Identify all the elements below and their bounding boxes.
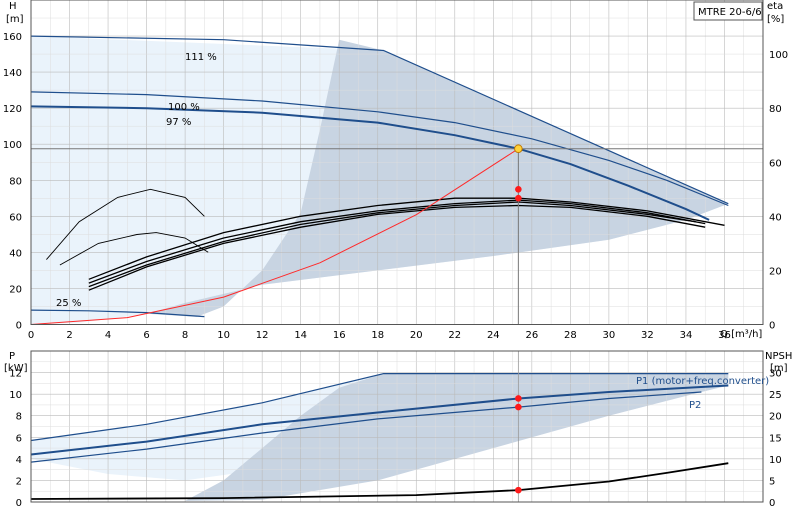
y-tick-label-4: 80 [9,176,22,187]
y-tick-label-2: 40 [9,248,22,259]
p-tick-label-6: 12 [9,369,22,380]
annotation-111: 111 % [185,52,217,63]
y-tick-label-3: 60 [9,212,22,223]
p-tick-label-4: 8 [16,412,22,423]
annotation-25: 25 % [56,298,81,309]
head-axes: 0 2 4 6 8 10 12 14 16 18 20 22 24 26 28 30 32 34 360204060… [3,0,788,341]
x-tick-label-10: 20 [410,330,423,341]
op-point-p1 [515,395,522,402]
head-grid [30,0,763,325]
x-tick-label-7: 14 [294,330,307,341]
y-tick-label-7: 140 [3,68,22,79]
x-tick-label-6: 12 [256,330,269,341]
power-plot-frame [30,350,764,503]
p-tick-label-0: 0 [16,498,22,509]
model-label-box [693,1,763,21]
eta-axis-label: eta [767,1,783,12]
x-tick-label-0: 0 [28,330,34,341]
npsh-tick-label-0: 0 [769,498,775,509]
model-label: MTRE 20-6/6 [698,7,762,18]
head-curve-3 [30,309,205,318]
head-series [30,35,763,325]
head-curve-1 [30,91,729,207]
x-tick-label-14: 28 [564,330,577,341]
eta-tick-label-0: 0 [769,321,775,332]
power-curve-1 [30,384,729,456]
npsh-tick-label-3: 15 [769,433,782,444]
head-curve-2 [30,105,710,221]
y-tick-label-0: 0 [16,321,22,332]
head-axis-unit: [m] [6,14,24,25]
flow-axis-name: Q [720,329,728,340]
system-curve [30,148,519,325]
flow-axis-unit: [m³/h] [731,329,762,340]
efficiency-curve-3 [88,204,706,291]
eta-tick-label-5: 100 [769,50,788,61]
x-tick-label-1: 2 [66,330,72,341]
efficiency-curve-0 [88,197,725,280]
x-tick-label-4: 8 [182,330,188,341]
p-tick-label-5: 10 [9,390,22,401]
eta-tick-label-1: 20 [769,266,782,277]
head-axis-label: H [9,1,17,12]
npsh-tick-label-2: 10 [769,455,782,466]
x-tick-label-11: 22 [448,330,461,341]
op-point-npsh [515,486,522,494]
npsh-tick-label-5: 25 [769,390,782,401]
x-tick-label-8: 16 [333,330,346,341]
op-point-p2 [515,403,522,411]
eta-tick-label-2: 40 [769,212,782,223]
power-curve-2 [30,391,702,463]
legend-p1: P1 (motor+freq.converter) [636,376,769,387]
p-tick-label-1: 2 [16,476,22,487]
eta-axis-unit: [%] [767,14,784,25]
dark-region [146,39,729,317]
op-point-eta-2 [515,194,522,202]
x-tick-label-18: 36 [718,330,731,341]
efficiency-curve-5 [59,232,209,266]
efficiency-curve-1 [88,199,706,284]
power-axis-unit: [kW] [4,363,28,374]
npsh-tick-label-6: 30 [769,369,782,380]
p-tick-label-2: 4 [16,455,22,466]
npsh-tick-label-4: 20 [769,412,782,423]
op-point-head [514,144,523,154]
head-curve-0 [30,35,729,205]
x-tick-label-3: 6 [143,330,149,341]
eta-tick-label-4: 80 [769,104,782,115]
x-tick-label-15: 30 [603,330,616,341]
x-tick-label-17: 34 [680,330,693,341]
x-tick-label-16: 32 [641,330,654,341]
legend-p2: P2 [689,400,701,411]
flow-axis-label: Q [m³/h] [720,329,762,340]
y-tick-label-5: 100 [3,140,22,151]
npsh-tick-label-1: 5 [769,476,775,487]
annotation-100: 100 % [168,102,200,113]
npsh-axis-unit: [m] [770,363,788,374]
x-tick-label-5: 10 [217,330,230,341]
power-curve-0 [30,373,729,442]
y-tick-label-8: 160 [3,32,22,43]
efficiency-curve-4 [46,188,205,260]
op-point-eta [515,185,522,193]
y-tick-label-1: 20 [9,284,22,295]
eta-tick-label-3: 60 [769,158,782,169]
head-plot-frame [30,0,764,325]
y-tick-label-6: 120 [3,104,22,115]
p-tick-label-3: 6 [16,433,22,444]
x-tick-label-13: 26 [525,330,538,341]
power-axis-label: P [9,351,15,362]
npsh-axis-label: NPSH [765,351,792,362]
x-tick-label-2: 4 [105,330,111,341]
annotation-97: 97 % [166,117,191,128]
power-axes: 0 2 4 6 8 10 12 0 5 10 15 20 25 30 [9,350,782,509]
efficiency-curve-2 [88,201,696,288]
x-tick-label-9: 18 [371,330,384,341]
x-tick-label-12: 24 [487,330,500,341]
power-series [30,351,729,502]
